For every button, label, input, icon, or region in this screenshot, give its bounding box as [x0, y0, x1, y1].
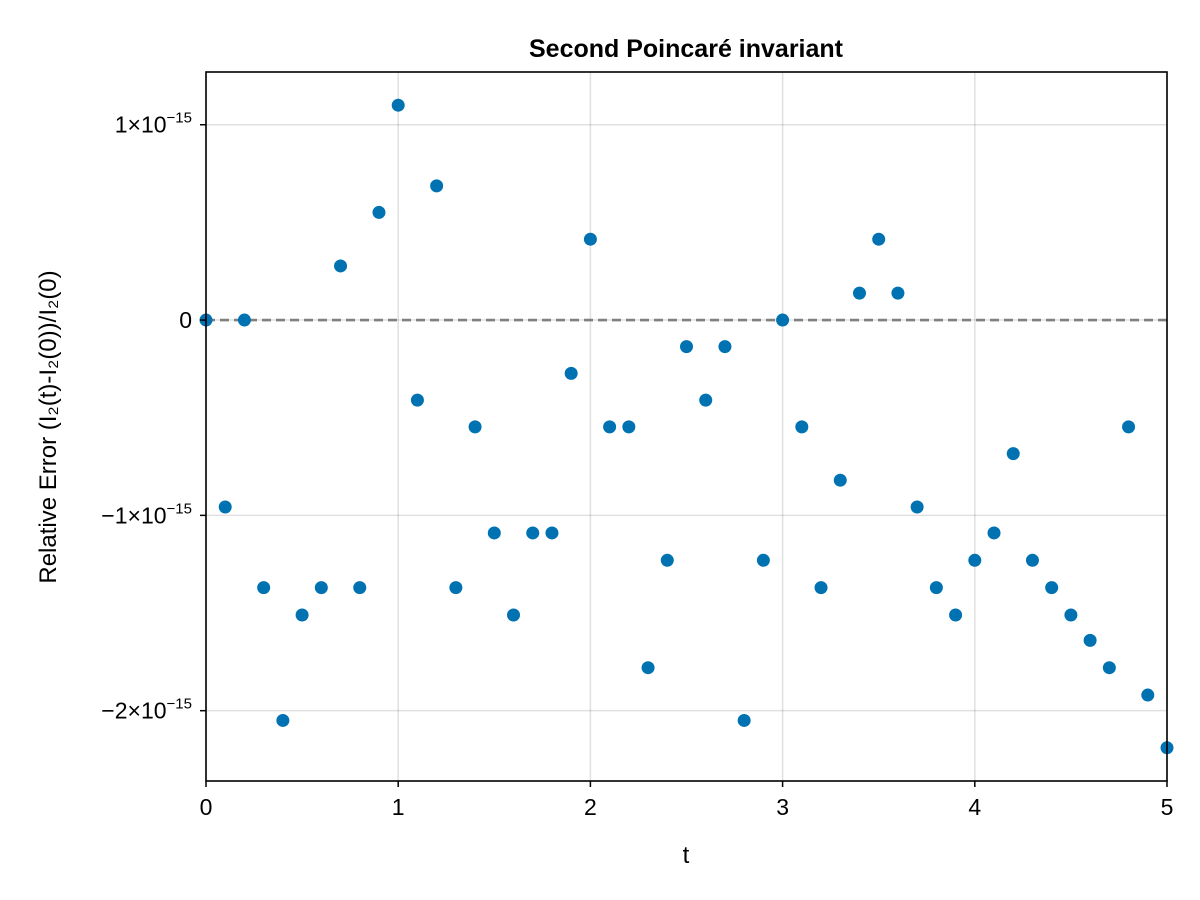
y-tick-label: −2×10−15	[101, 696, 192, 724]
x-tick-label: 1	[392, 794, 405, 820]
data-point	[276, 713, 290, 727]
x-tick-label: 5	[1161, 794, 1174, 820]
data-point	[1141, 688, 1155, 702]
data-point	[237, 313, 251, 327]
data-point	[949, 608, 963, 622]
data-point	[1102, 661, 1116, 675]
data-point	[795, 420, 809, 434]
data-point	[660, 553, 674, 567]
data-point	[334, 259, 348, 273]
x-tick-label: 2	[584, 794, 597, 820]
tick-labels: 0 1 2 3 4 5 1×10−15 0 −1×10−15 −2×10−15	[101, 110, 1173, 820]
data-point	[314, 581, 328, 595]
x-tick-label: 4	[968, 794, 981, 820]
data-point	[622, 420, 636, 434]
data-point	[929, 581, 943, 595]
data-point	[468, 420, 482, 434]
data-point	[487, 526, 501, 540]
data-point	[449, 581, 463, 595]
data-point	[814, 581, 828, 595]
data-point	[1083, 633, 1097, 647]
x-axis-label: t	[683, 842, 690, 869]
data-point	[526, 526, 540, 540]
data-point	[545, 526, 559, 540]
data-point	[1025, 553, 1039, 567]
data-point	[891, 286, 905, 300]
data-point	[603, 420, 617, 434]
y-tick-label: 1×10−15	[115, 110, 192, 138]
data-point	[987, 526, 1001, 540]
chart-title: Second Poincaré invariant	[529, 35, 844, 63]
data-point	[372, 205, 386, 219]
data-point	[1045, 581, 1059, 595]
data-point	[641, 661, 655, 675]
data-point	[353, 581, 367, 595]
data-point	[737, 713, 751, 727]
data-point	[1064, 608, 1078, 622]
data-point	[910, 500, 924, 514]
plot-frame	[205, 71, 1168, 782]
data-point	[1006, 447, 1020, 461]
data-point	[718, 340, 732, 354]
data-point	[507, 608, 521, 622]
data-point	[699, 393, 713, 407]
axis-ticks	[200, 123, 1168, 787]
data-point	[680, 340, 693, 354]
y-tick-label: 0	[179, 307, 192, 333]
data-point	[430, 179, 444, 193]
data-point	[257, 581, 271, 595]
data-point	[833, 473, 847, 487]
data-point	[218, 500, 232, 514]
data-point	[872, 232, 886, 246]
data-point	[1122, 420, 1136, 434]
y-tick-label: −1×10−15	[101, 500, 192, 528]
data-point	[564, 366, 578, 380]
data-point	[295, 608, 309, 622]
x-tick-label: 0	[200, 794, 213, 820]
data-point	[756, 553, 770, 567]
data-point	[391, 98, 405, 112]
data-point	[968, 553, 982, 567]
x-tick-label: 3	[776, 794, 789, 820]
data-point	[852, 286, 866, 300]
data-point	[410, 393, 424, 407]
data-point	[583, 232, 597, 246]
y-axis-label: Relative Error (I₂(t)-I₂(0))/I₂(0)	[35, 270, 62, 583]
data-point	[776, 313, 790, 327]
